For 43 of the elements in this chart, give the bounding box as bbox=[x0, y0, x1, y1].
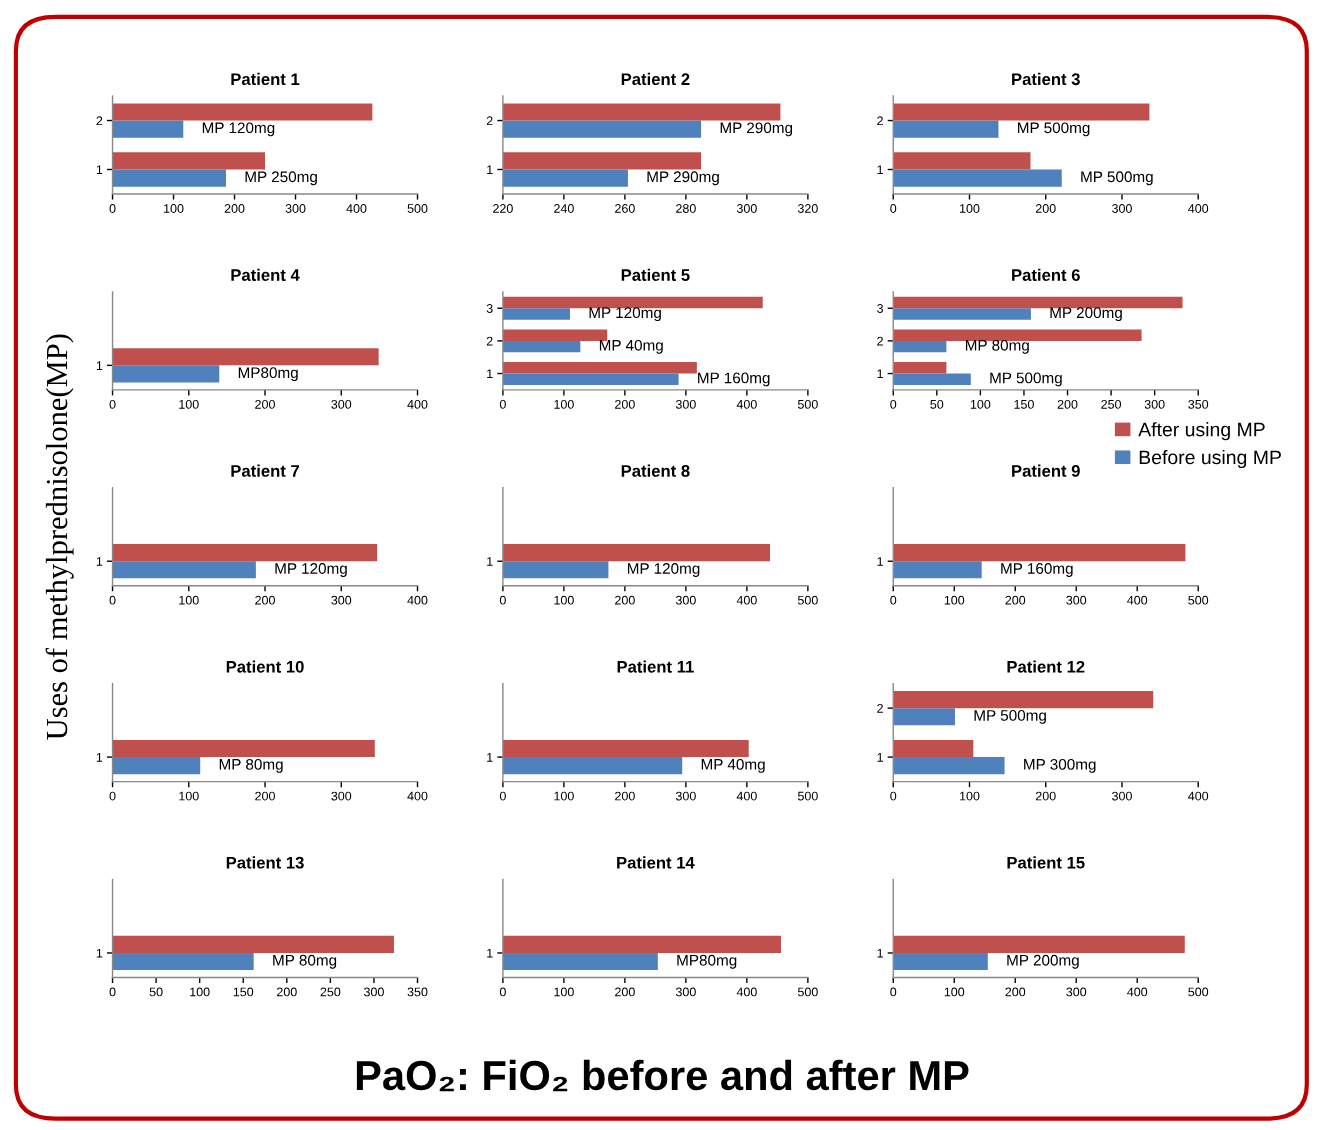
chart-title: Patient 3 bbox=[1012, 72, 1080, 86]
text: PaO₂: FiO₂ before and after MP bbox=[356, 1059, 969, 1092]
chart-title: Patient 5 bbox=[621, 268, 690, 281]
bar bbox=[893, 362, 947, 374]
bar bbox=[112, 169, 226, 187]
bar bbox=[893, 308, 1031, 320]
chart-title: Patient 12 bbox=[1007, 660, 1085, 673]
chart-title: Patient 7 bbox=[231, 464, 300, 477]
chart-title: Patient 10 bbox=[226, 660, 304, 673]
bar bbox=[893, 103, 1150, 121]
bar bbox=[502, 340, 581, 353]
bar bbox=[502, 329, 608, 341]
chart-title: Patient 1 bbox=[231, 72, 300, 86]
legend-label: Before using MP bbox=[1139, 449, 1281, 469]
chart-title: Patient 14 bbox=[617, 856, 695, 869]
bar bbox=[893, 296, 1183, 309]
chart-title: Patient 15 bbox=[1007, 856, 1085, 869]
bar bbox=[893, 329, 1142, 341]
bar bbox=[112, 103, 373, 121]
legend-label: After using MP bbox=[1138, 422, 1265, 441]
bar bbox=[502, 308, 570, 320]
bar bbox=[893, 152, 1031, 170]
bar bbox=[112, 152, 266, 170]
bar bbox=[502, 296, 763, 309]
chart-title: Patient 2 bbox=[621, 72, 690, 86]
bar bbox=[893, 739, 974, 758]
bar bbox=[112, 120, 184, 138]
bar bbox=[893, 340, 947, 353]
bar bbox=[502, 362, 697, 374]
chart-title: Patient 8 bbox=[621, 464, 690, 477]
y-axis-title: Uses of methylprednisolone(MP) bbox=[45, 334, 74, 740]
bar bbox=[893, 708, 956, 726]
bar bbox=[893, 757, 1005, 775]
bar bbox=[893, 691, 1154, 709]
chart-title: Patient 6 bbox=[1012, 268, 1080, 281]
bar bbox=[893, 169, 1062, 187]
bar bbox=[502, 373, 679, 385]
bar bbox=[893, 373, 971, 385]
chart-title: Patient 11 bbox=[617, 660, 694, 673]
chart-title: Patient 4 bbox=[231, 268, 300, 281]
bar bbox=[893, 120, 999, 138]
chart-title: Patient 13 bbox=[226, 856, 304, 869]
chart-title: Patient 9 bbox=[1012, 464, 1080, 477]
